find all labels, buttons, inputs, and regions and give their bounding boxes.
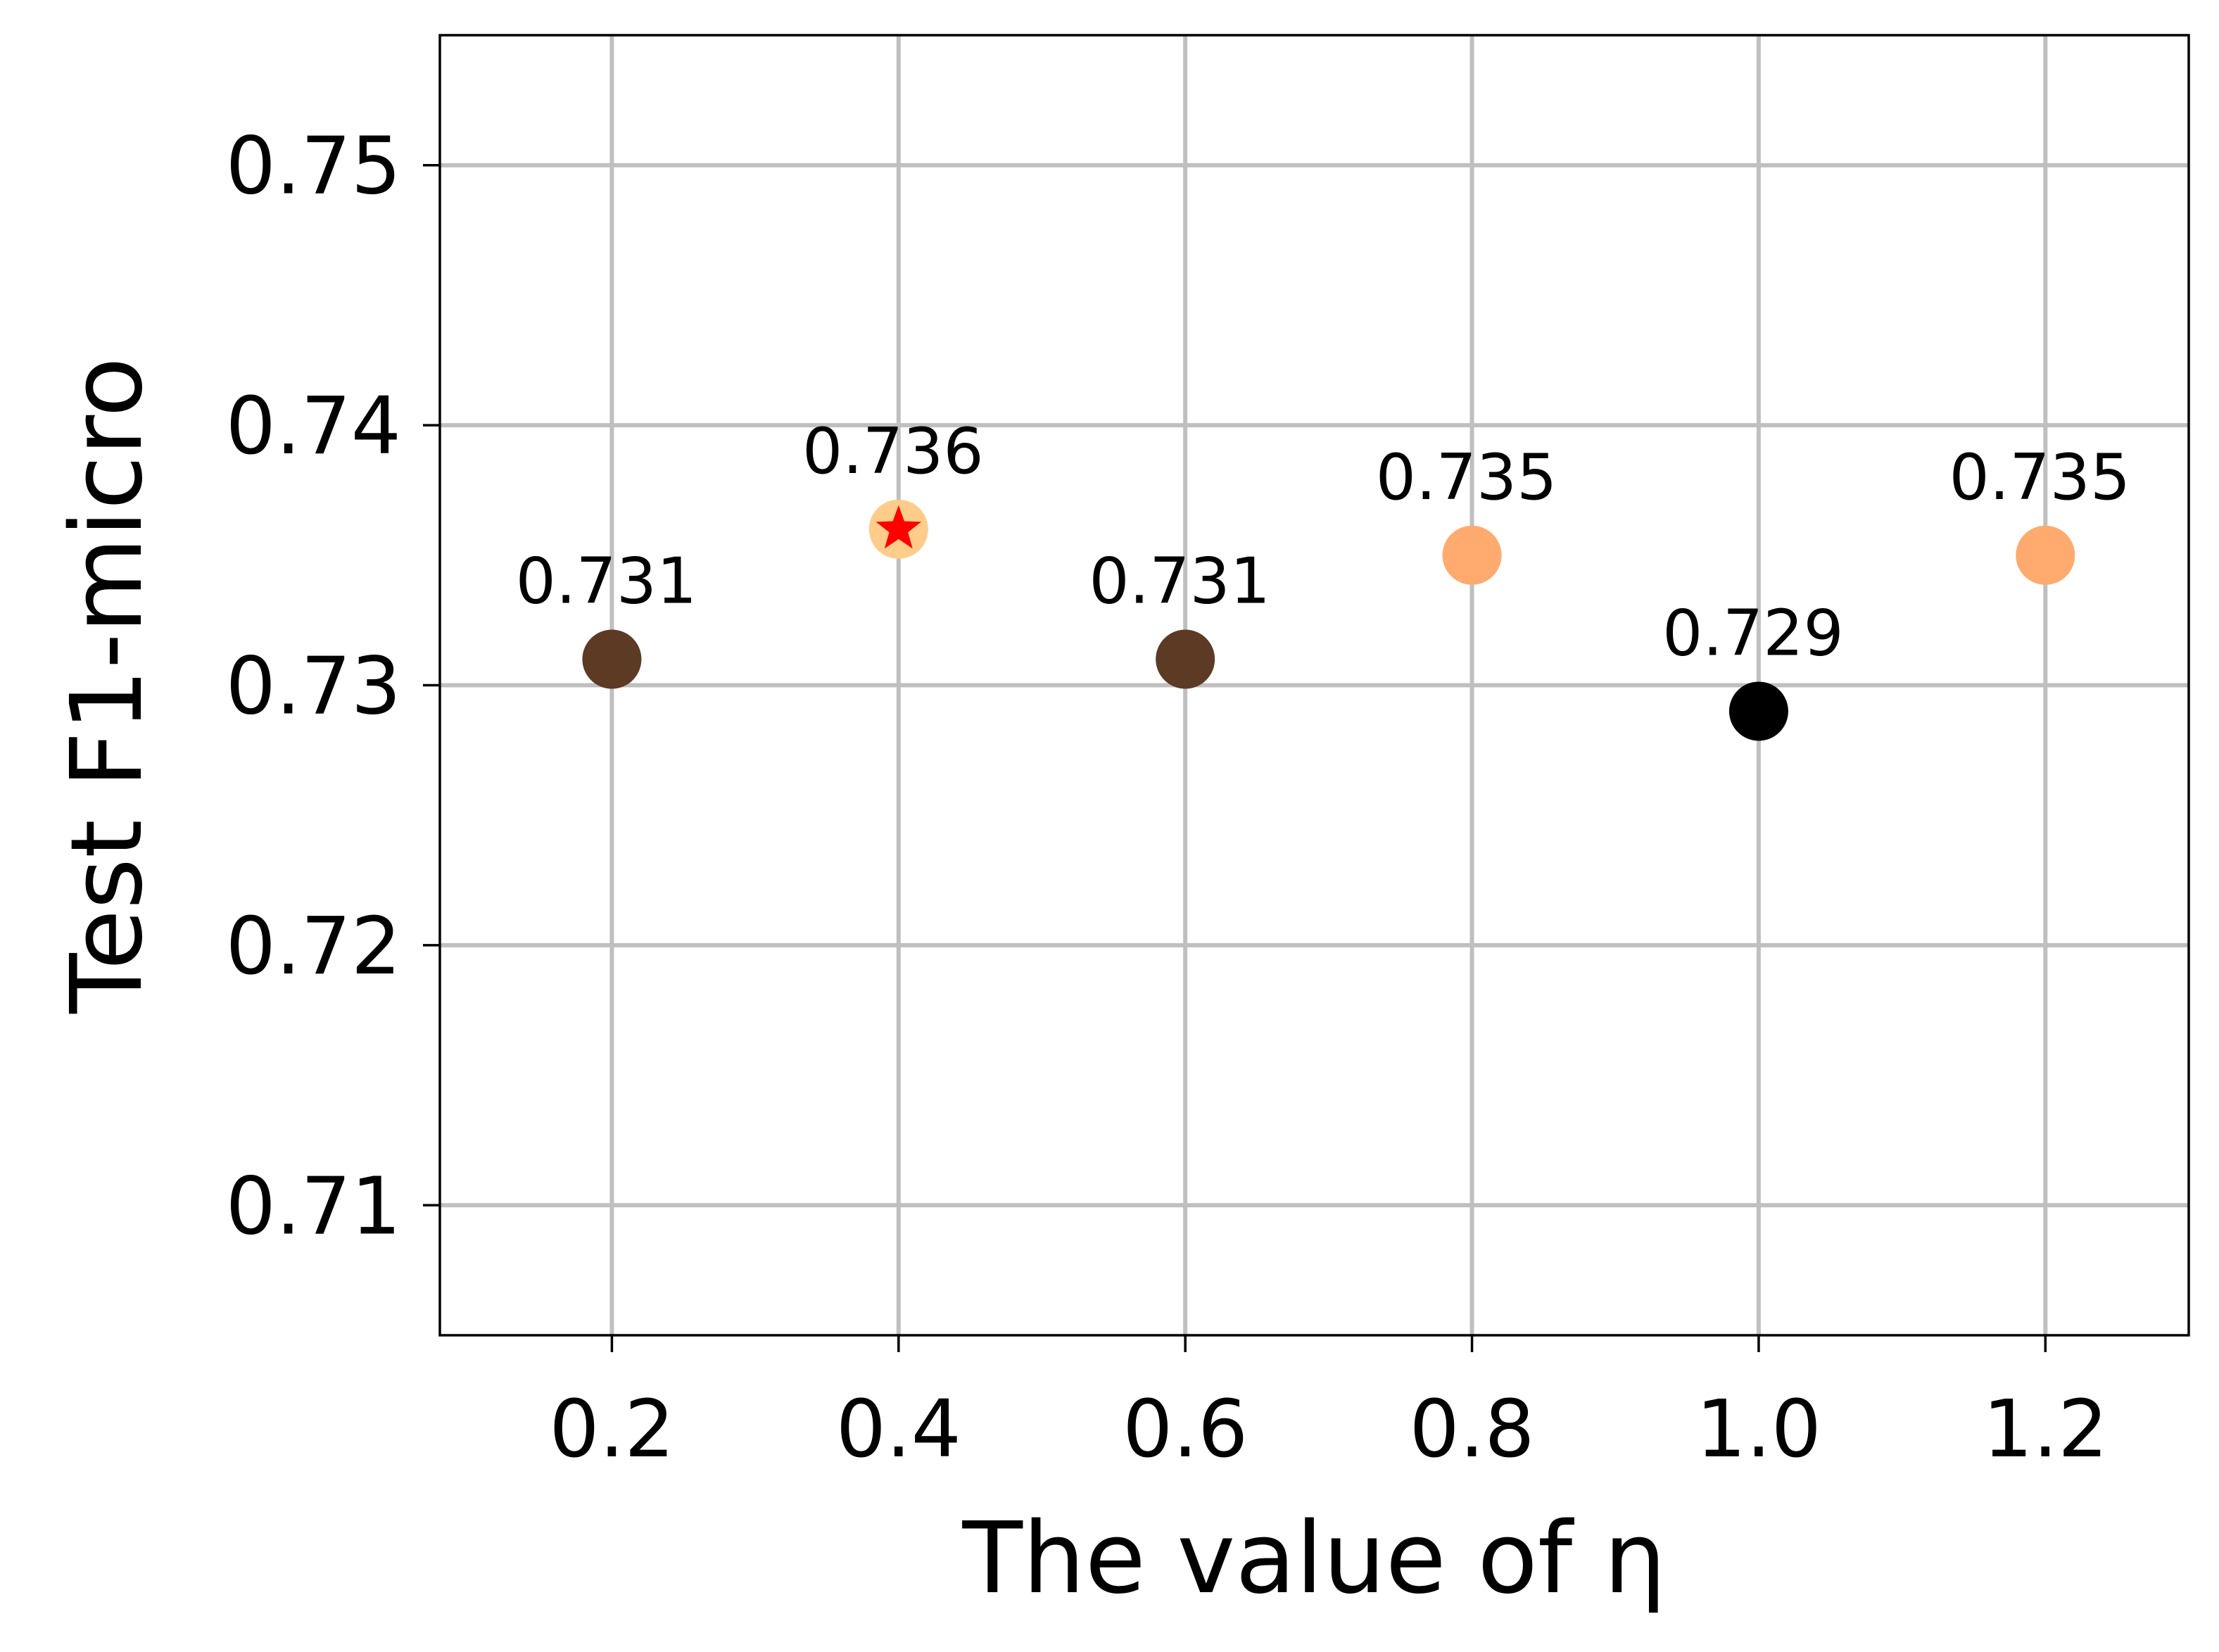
y-tick-label: 0.72	[226, 901, 401, 992]
y-axis-title: Test F1-micro	[50, 357, 165, 1014]
data-label: 0.731	[1089, 545, 1270, 619]
data-point	[2016, 525, 2075, 585]
data-point	[1442, 525, 1502, 585]
data-points	[582, 499, 2075, 741]
y-tick-label: 0.75	[226, 121, 401, 213]
data-labels: 0.731 0.736 0.731 0.735 0.729 0.735	[516, 415, 2131, 671]
data-label: 0.729	[1662, 596, 1844, 670]
x-tick-label: 0.2	[549, 1384, 674, 1475]
grid-lines	[440, 35, 2189, 1335]
x-tick-label: 1.2	[1983, 1384, 2108, 1475]
x-tick-label: 0.6	[1123, 1384, 1248, 1475]
data-label: 0.736	[802, 415, 984, 488]
y-tick-label: 0.73	[226, 641, 401, 733]
plot-frame	[438, 34, 2190, 1337]
x-tick-label: 0.4	[836, 1384, 961, 1475]
x-axis-title: The value of η	[962, 1501, 1667, 1616]
data-label: 0.735	[1949, 441, 2130, 515]
x-tick-label: 0.8	[1409, 1384, 1534, 1475]
best-star-marker	[875, 505, 922, 549]
y-tick-label: 0.74	[226, 381, 401, 472]
y-tick-label: 0.71	[226, 1161, 401, 1252]
x-tick-label: 1.0	[1696, 1384, 1821, 1475]
data-point	[1728, 681, 1788, 741]
data-point	[582, 629, 642, 689]
data-label: 0.735	[1376, 441, 1557, 515]
data-point	[1156, 629, 1215, 689]
data-label: 0.731	[516, 545, 697, 619]
axis-ticks: 0.2 0.4 0.6 0.8 1.0 1.2 0.71 0.72 0.73 0.74 0.75	[226, 121, 2109, 1475]
